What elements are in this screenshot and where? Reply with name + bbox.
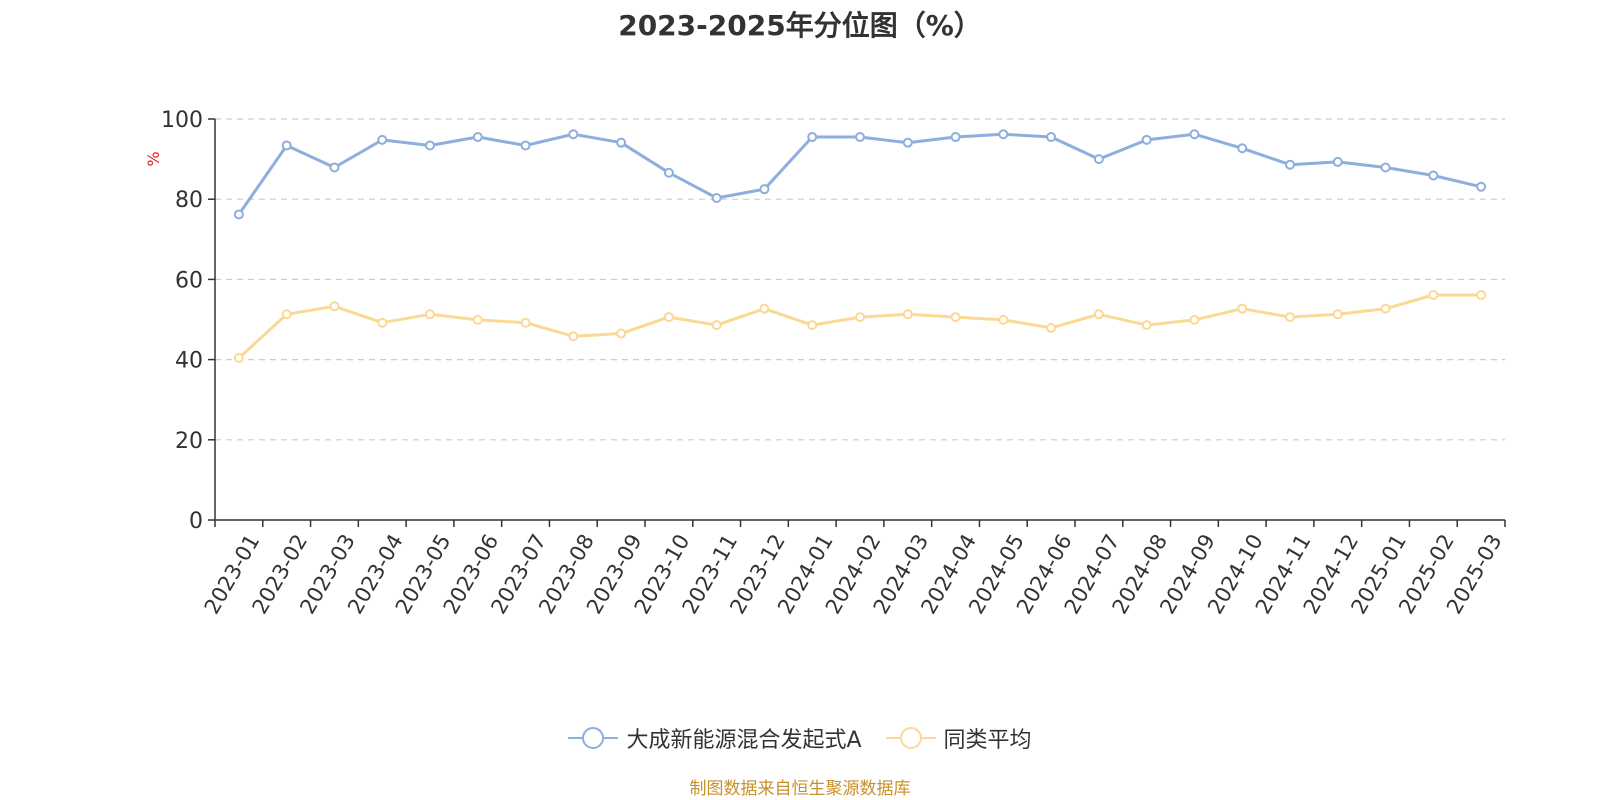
- data-point[interactable]: [377, 134, 388, 145]
- data-point[interactable]: [807, 132, 818, 143]
- data-point[interactable]: [1237, 303, 1248, 314]
- y-axis-label: %: [144, 151, 163, 166]
- data-point[interactable]: [1093, 154, 1104, 165]
- data-point[interactable]: [1428, 170, 1439, 181]
- data-point[interactable]: [425, 309, 435, 320]
- data-point[interactable]: [616, 137, 627, 148]
- legend-marker-icon: [885, 726, 936, 750]
- legend-label: 大成新能源混合发起式A: [626, 728, 862, 753]
- data-point[interactable]: [520, 140, 531, 151]
- data-point[interactable]: [472, 132, 483, 143]
- series-2: [233, 290, 1487, 363]
- axes: [208, 118, 1506, 527]
- data-point[interactable]: [902, 309, 913, 320]
- data-point[interactable]: [329, 162, 340, 173]
- data-point[interactable]: [520, 317, 531, 328]
- data-point[interactable]: [1046, 132, 1057, 143]
- data-point[interactable]: [902, 137, 913, 148]
- legend-label: 同类平均: [943, 728, 1032, 753]
- legend: 大成新能源混合发起式A 同类平均: [0, 722, 1600, 754]
- legend-item-series-1[interactable]: 大成新能源混合发起式A: [568, 722, 862, 754]
- data-point[interactable]: [281, 140, 292, 151]
- data-point[interactable]: [998, 129, 1009, 140]
- data-point[interactable]: [711, 320, 722, 331]
- data-point[interactable]: [855, 312, 865, 323]
- data-point[interactable]: [855, 132, 865, 143]
- data-point[interactable]: [472, 314, 483, 325]
- y-tick-label: 60: [175, 268, 203, 293]
- data-point[interactable]: [1428, 290, 1439, 301]
- y-tick-labels: 0 20 40 60 80 100: [161, 108, 203, 534]
- data-point[interactable]: [663, 167, 674, 178]
- legend-marker-icon: [568, 726, 619, 750]
- x-tick-labels: 2023-012023-022023-032023-042023-052023-…: [200, 530, 1507, 618]
- data-point[interactable]: [233, 352, 244, 363]
- grid-lines: [215, 118, 1505, 441]
- y-tick-label: 20: [175, 429, 203, 454]
- data-point[interactable]: [1380, 303, 1391, 314]
- data-point[interactable]: [233, 209, 244, 220]
- data-point[interactable]: [1285, 312, 1295, 323]
- data-point[interactable]: [425, 140, 435, 151]
- data-point[interactable]: [568, 331, 579, 342]
- chart-title: 2023-2025年分位图（%）: [618, 9, 982, 42]
- data-point[interactable]: [1189, 314, 1200, 325]
- data-point[interactable]: [998, 314, 1009, 325]
- data-point[interactable]: [1476, 181, 1487, 192]
- data-point[interactable]: [711, 192, 722, 203]
- data-point[interactable]: [1141, 320, 1152, 331]
- data-point[interactable]: [1332, 156, 1343, 167]
- data-point[interactable]: [616, 328, 627, 339]
- data-point[interactable]: [1476, 290, 1487, 301]
- data-point[interactable]: [1093, 309, 1104, 320]
- data-point[interactable]: [1141, 134, 1152, 145]
- data-point[interactable]: [1380, 162, 1391, 173]
- y-tick-label: 100: [161, 108, 203, 133]
- data-point[interactable]: [329, 301, 340, 312]
- data-point[interactable]: [950, 312, 961, 323]
- series-line: [237, 293, 1482, 360]
- data-point[interactable]: [1189, 129, 1200, 140]
- source-note: 制图数据来自恒生聚源数据库: [689, 779, 911, 799]
- data-point[interactable]: [281, 309, 292, 320]
- y-tick-label: 40: [175, 349, 203, 374]
- data-point[interactable]: [377, 317, 388, 328]
- data-point[interactable]: [663, 312, 674, 323]
- data-point[interactable]: [568, 129, 579, 140]
- data-point[interactable]: [1046, 322, 1057, 333]
- legend-item-series-2[interactable]: 同类平均: [885, 722, 1032, 754]
- data-point[interactable]: [759, 184, 770, 195]
- data-point[interactable]: [1237, 143, 1248, 154]
- data-point[interactable]: [1285, 159, 1295, 170]
- series-1: [233, 129, 1487, 220]
- series: [233, 129, 1487, 363]
- data-point[interactable]: [950, 132, 961, 143]
- data-point[interactable]: [1332, 309, 1343, 320]
- data-point[interactable]: [807, 320, 818, 331]
- y-tick-label: 80: [175, 188, 203, 213]
- y-tick-label: 0: [189, 509, 203, 534]
- data-point[interactable]: [759, 303, 770, 314]
